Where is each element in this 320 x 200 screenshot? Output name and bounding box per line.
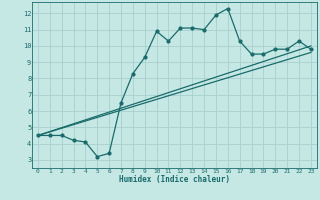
X-axis label: Humidex (Indice chaleur): Humidex (Indice chaleur) — [119, 175, 230, 184]
